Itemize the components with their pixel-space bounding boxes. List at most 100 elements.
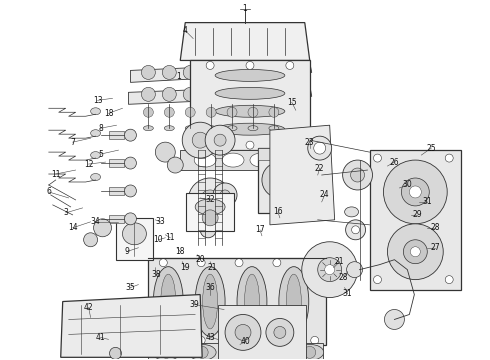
Circle shape xyxy=(182,122,218,158)
Text: 21: 21 xyxy=(207,263,217,272)
Circle shape xyxy=(352,226,360,234)
Circle shape xyxy=(200,190,220,210)
Circle shape xyxy=(266,319,294,346)
Circle shape xyxy=(183,87,197,101)
Text: 11: 11 xyxy=(51,170,60,179)
Circle shape xyxy=(110,347,122,359)
Text: 31: 31 xyxy=(343,289,352,298)
Circle shape xyxy=(304,346,316,358)
Ellipse shape xyxy=(206,126,216,131)
Ellipse shape xyxy=(224,345,252,360)
Circle shape xyxy=(288,165,318,195)
Circle shape xyxy=(288,87,302,101)
Circle shape xyxy=(373,276,382,284)
Circle shape xyxy=(185,107,195,117)
Circle shape xyxy=(205,205,225,225)
Text: 32: 32 xyxy=(205,195,215,204)
Text: 10: 10 xyxy=(153,235,163,244)
Bar xyxy=(108,131,124,139)
Ellipse shape xyxy=(245,274,259,329)
Circle shape xyxy=(409,186,421,198)
Ellipse shape xyxy=(91,152,100,159)
Circle shape xyxy=(384,160,447,224)
Text: 13: 13 xyxy=(93,96,102,105)
Circle shape xyxy=(325,265,335,275)
Polygon shape xyxy=(130,62,312,82)
Ellipse shape xyxy=(222,153,244,167)
Ellipse shape xyxy=(269,126,279,131)
Ellipse shape xyxy=(296,345,324,360)
Circle shape xyxy=(214,134,226,146)
Ellipse shape xyxy=(144,126,153,131)
Circle shape xyxy=(286,141,294,149)
Circle shape xyxy=(246,62,254,69)
Text: 1: 1 xyxy=(243,4,247,13)
Circle shape xyxy=(192,132,208,148)
Circle shape xyxy=(246,141,254,149)
Circle shape xyxy=(385,310,404,329)
Circle shape xyxy=(206,107,216,117)
Circle shape xyxy=(297,174,309,186)
Text: 25: 25 xyxy=(426,144,436,153)
Circle shape xyxy=(197,336,205,345)
Text: 33: 33 xyxy=(155,217,165,226)
Circle shape xyxy=(235,324,251,340)
Circle shape xyxy=(273,336,281,345)
Ellipse shape xyxy=(248,126,258,131)
Text: 18: 18 xyxy=(175,247,185,256)
Bar xyxy=(258,148,319,213)
Circle shape xyxy=(197,259,205,267)
Ellipse shape xyxy=(195,199,225,215)
Circle shape xyxy=(311,336,319,345)
Text: 3: 3 xyxy=(63,208,68,217)
Circle shape xyxy=(314,142,326,154)
Circle shape xyxy=(345,220,366,240)
Circle shape xyxy=(267,87,281,101)
Circle shape xyxy=(206,141,214,149)
Circle shape xyxy=(124,157,136,169)
Ellipse shape xyxy=(194,153,216,167)
Text: 41: 41 xyxy=(96,333,105,342)
Circle shape xyxy=(373,154,382,162)
Text: 1: 1 xyxy=(176,72,181,81)
Circle shape xyxy=(225,87,239,101)
Ellipse shape xyxy=(152,345,180,360)
Circle shape xyxy=(318,258,342,282)
Circle shape xyxy=(204,87,218,101)
Ellipse shape xyxy=(286,274,301,329)
Circle shape xyxy=(162,87,176,101)
Text: 19: 19 xyxy=(180,263,190,272)
Text: 12: 12 xyxy=(84,159,94,168)
Text: 18: 18 xyxy=(104,109,113,118)
Text: 20: 20 xyxy=(196,255,205,264)
Text: 42: 42 xyxy=(84,303,94,312)
Circle shape xyxy=(94,219,112,237)
Text: 36: 36 xyxy=(205,283,215,292)
Text: 11: 11 xyxy=(166,233,175,242)
Text: 28: 28 xyxy=(339,273,348,282)
Circle shape xyxy=(202,210,218,226)
Text: 35: 35 xyxy=(125,283,135,292)
Circle shape xyxy=(206,62,214,69)
Circle shape xyxy=(232,346,244,358)
Circle shape xyxy=(205,125,235,155)
Bar xyxy=(116,218,153,260)
Ellipse shape xyxy=(215,87,285,99)
Text: 43: 43 xyxy=(205,333,215,342)
Text: 26: 26 xyxy=(390,158,399,167)
Ellipse shape xyxy=(215,105,285,117)
Ellipse shape xyxy=(91,130,100,137)
Text: 21: 21 xyxy=(335,257,344,266)
Circle shape xyxy=(211,211,219,219)
Ellipse shape xyxy=(215,69,285,81)
Bar xyxy=(148,258,326,345)
Circle shape xyxy=(350,168,365,182)
Circle shape xyxy=(272,172,288,188)
Polygon shape xyxy=(180,150,319,170)
Circle shape xyxy=(84,233,98,247)
Bar xyxy=(148,343,323,360)
Ellipse shape xyxy=(164,126,174,131)
Polygon shape xyxy=(270,125,335,225)
Text: 34: 34 xyxy=(91,217,100,226)
Text: 5: 5 xyxy=(98,150,103,159)
